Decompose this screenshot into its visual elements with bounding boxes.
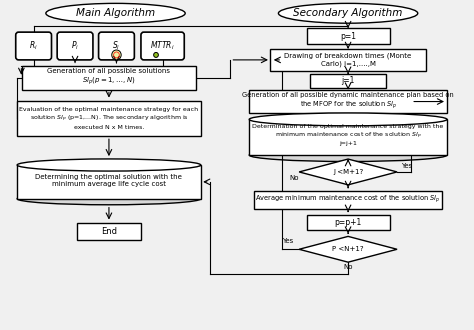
Text: Generation of all possible solutions
$Sl_p(p=1,\ldots,N)$: Generation of all possible solutions $Sl… <box>47 68 171 87</box>
Text: Determining the optimal solution with the
minimum average life cycle cost: Determining the optimal solution with th… <box>36 174 182 186</box>
Ellipse shape <box>249 148 447 161</box>
FancyBboxPatch shape <box>17 101 201 136</box>
Text: Secondary Algorithm: Secondary Algorithm <box>293 8 403 18</box>
FancyBboxPatch shape <box>77 222 141 240</box>
Text: End: End <box>101 227 117 236</box>
FancyBboxPatch shape <box>17 165 201 199</box>
Ellipse shape <box>17 193 201 205</box>
Polygon shape <box>299 159 397 185</box>
Text: P <N+1?: P <N+1? <box>332 246 364 252</box>
Text: Yes: Yes <box>282 238 293 244</box>
Text: Drawing of breakdown times (Monte
Carlo) j=1,....,M: Drawing of breakdown times (Monte Carlo)… <box>284 53 412 67</box>
Ellipse shape <box>154 52 158 57</box>
Text: $P_i$: $P_i$ <box>71 40 79 52</box>
Text: Main Algorithm: Main Algorithm <box>76 8 155 18</box>
FancyBboxPatch shape <box>16 32 52 60</box>
Ellipse shape <box>278 3 418 23</box>
FancyBboxPatch shape <box>22 66 196 90</box>
Text: Average minimum maintenance cost of the solution $Sl_p$: Average minimum maintenance cost of the … <box>255 194 441 206</box>
Ellipse shape <box>112 50 121 60</box>
Text: p=p+1: p=p+1 <box>335 218 362 227</box>
FancyBboxPatch shape <box>307 214 390 230</box>
FancyBboxPatch shape <box>310 74 386 88</box>
Text: Evaluation of the optimal maintenance strategy for each
solution $Sl_p$ (p=1,...: Evaluation of the optimal maintenance st… <box>19 107 199 130</box>
FancyBboxPatch shape <box>141 32 184 60</box>
FancyBboxPatch shape <box>99 32 134 60</box>
Text: No: No <box>290 175 299 181</box>
Text: Generation of all possible dynamic maintenance plan based on
the MFOP for the so: Generation of all possible dynamic maint… <box>242 92 454 111</box>
Polygon shape <box>299 236 397 262</box>
FancyBboxPatch shape <box>254 191 442 209</box>
Text: $S_i$: $S_i$ <box>112 40 120 52</box>
Ellipse shape <box>249 113 447 126</box>
Text: No: No <box>343 264 353 270</box>
Text: p=1: p=1 <box>340 32 356 41</box>
Ellipse shape <box>46 3 185 23</box>
FancyBboxPatch shape <box>270 49 426 71</box>
FancyBboxPatch shape <box>57 32 93 60</box>
FancyBboxPatch shape <box>249 90 447 114</box>
FancyBboxPatch shape <box>307 28 390 44</box>
FancyBboxPatch shape <box>249 119 447 155</box>
Text: J <M+1?: J <M+1? <box>333 169 363 175</box>
Text: Determination of the optimal maintenance strategy with the
minimum maintenance c: Determination of the optimal maintenance… <box>253 124 444 147</box>
Text: Yes: Yes <box>401 163 412 169</box>
Text: $MTTR_i$: $MTTR_i$ <box>150 40 175 52</box>
Ellipse shape <box>17 159 201 171</box>
Text: $R_i$: $R_i$ <box>29 40 38 52</box>
Text: j=1: j=1 <box>341 76 355 85</box>
